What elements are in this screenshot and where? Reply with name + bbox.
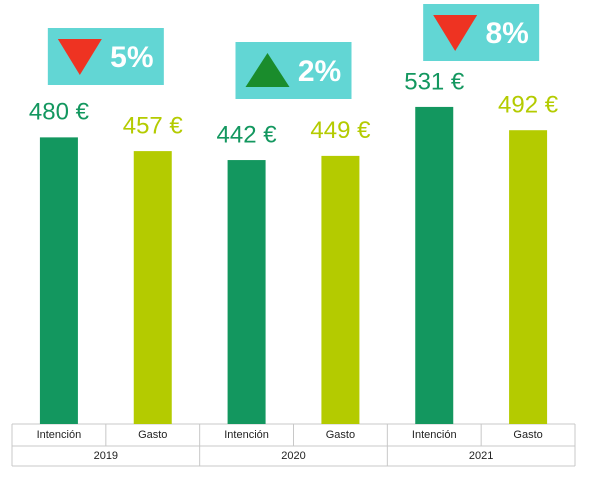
x-tick-label: Intención xyxy=(412,429,457,441)
bar xyxy=(133,151,172,424)
value-label: 531 € xyxy=(404,68,465,95)
annotation-label: 2% xyxy=(298,55,341,88)
value-label: 457 € xyxy=(123,112,184,139)
x-tick-label: Intención xyxy=(37,429,82,441)
x-tick-label: Gasto xyxy=(513,429,542,441)
group-label: 2019 xyxy=(94,450,118,462)
annotation-label: 5% xyxy=(110,41,153,74)
trend-arrow xyxy=(433,15,478,51)
value-label: 492 € xyxy=(498,92,559,119)
trend-arrow xyxy=(57,39,102,75)
annotation-box xyxy=(47,28,164,85)
value-label: 480 € xyxy=(29,99,90,126)
group-label: 2020 xyxy=(281,450,305,462)
group-label: 2021 xyxy=(469,450,493,462)
bar xyxy=(415,106,454,424)
value-label: 442 € xyxy=(217,121,278,148)
bar xyxy=(321,155,360,424)
trend-arrow xyxy=(245,53,290,87)
annotation-label: 8% xyxy=(485,17,528,50)
x-tick-label: Gasto xyxy=(326,429,355,441)
annotation-box xyxy=(423,4,540,61)
annotation-box xyxy=(235,42,352,99)
value-label: 449 € xyxy=(310,117,371,144)
bar xyxy=(227,160,266,424)
x-tick-label: Gasto xyxy=(138,429,167,441)
bar xyxy=(509,130,548,424)
x-tick-label: Intención xyxy=(224,429,269,441)
bar xyxy=(39,137,78,424)
